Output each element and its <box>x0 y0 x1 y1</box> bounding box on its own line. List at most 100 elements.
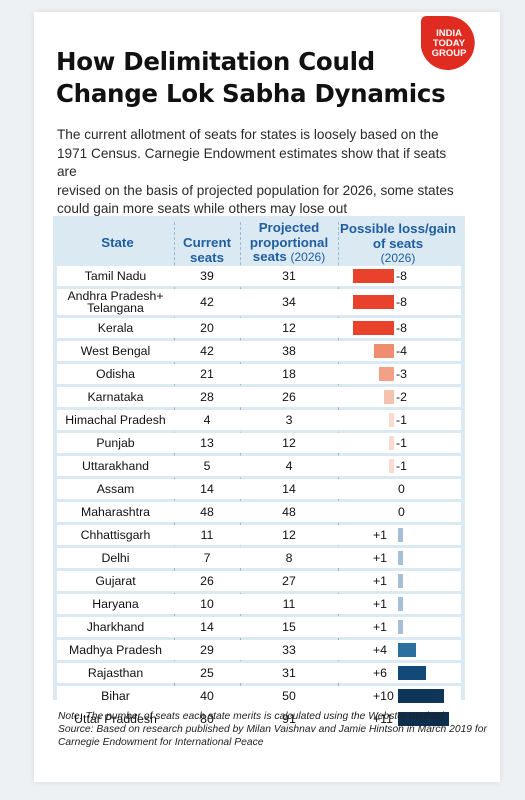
table-row: Maharashtra 48 48 0 <box>57 502 461 522</box>
state-name-line-2: Telangana <box>87 301 144 315</box>
state-name: Jharkhand <box>86 620 145 634</box>
current-seats: 5 <box>203 459 211 473</box>
table-row: Karnataka 28 26 -2 <box>57 387 461 407</box>
projected-seats: 3 <box>285 413 293 427</box>
table-row: Gujarat 26 27 +1 <box>57 571 461 591</box>
state-name: Odisha <box>96 367 135 381</box>
note-line-1: Note: The number of seats each state mer… <box>58 711 444 722</box>
header-current-line-2: seats <box>189 249 224 265</box>
projected-seats: 27 <box>282 574 296 588</box>
projected-seats: 50 <box>282 689 296 703</box>
table-row: Rajasthan 25 31 +6 <box>57 663 461 683</box>
seat-change-label: +1 <box>373 574 388 588</box>
logo-text-2: TODAY <box>433 38 466 49</box>
projected-seats: 11 <box>282 597 296 611</box>
subtitle-line-3: revised on the basis of projected popula… <box>57 182 454 198</box>
loss-bar <box>388 436 394 450</box>
table-row: Madhya Pradesh 29 33 +4 <box>57 640 461 660</box>
state-name: Karnataka <box>87 390 144 404</box>
gain-bar <box>398 551 403 565</box>
current-seats: 39 <box>200 269 214 283</box>
state-name: Uttarakhand <box>82 459 149 473</box>
state-name: Chhattisgarh <box>80 528 151 542</box>
table-row: Jharkhand 14 15 +1 <box>57 617 461 637</box>
header-current: Current seats <box>174 235 240 265</box>
projected-seats: 38 <box>282 344 296 358</box>
table-row: Andhra Pradesh+ Telangana 42 34 -8 <box>57 289 461 315</box>
india-today-group-logo: INDIA TODAY GROUP <box>418 14 476 72</box>
table-row: Tamil Nadu 39 31 -8 <box>57 266 461 286</box>
state-name: Andhra Pradesh+ Telangana <box>57 289 174 316</box>
state-name: Madhya Pradesh <box>69 643 162 657</box>
loss-bar <box>353 295 394 309</box>
table-row: Delhi 7 8 +1 <box>57 548 461 568</box>
header-change: Possible loss/gain of seats (2026) <box>334 221 462 266</box>
seat-change-label: 0 <box>398 505 405 519</box>
loss-bar <box>388 459 394 473</box>
current-seats: 42 <box>200 295 214 309</box>
state-name: Assam <box>96 482 135 496</box>
current-seats: 80 <box>200 712 214 726</box>
projected-seats: 31 <box>282 666 296 680</box>
logo-text-1: INDIA <box>436 28 462 39</box>
gain-bar <box>398 574 403 588</box>
subtitle-line-4: could gain more seats while others may l… <box>57 201 348 216</box>
projected-seats: 34 <box>282 295 296 309</box>
state-name: Maharashtra <box>80 505 151 519</box>
projected-seats: 12 <box>282 321 296 335</box>
table-row: Odisha 21 18 -3 <box>57 364 461 384</box>
title-line-1: How Delimitation Could <box>56 47 375 76</box>
header-projected-line-1: Projected <box>258 220 320 235</box>
projected-seats: 15 <box>282 620 296 634</box>
current-seats: 7 <box>203 551 211 565</box>
subtitle: The current allotment of seats for state… <box>57 126 457 219</box>
seat-change-label: -4 <box>396 344 407 358</box>
current-seats: 4 <box>203 413 211 427</box>
header-change-line-1: Possible loss/gain <box>339 221 457 236</box>
logo-text-3: GROUP <box>432 48 468 59</box>
table-row: Assam 14 14 0 <box>57 479 461 499</box>
current-seats: 42 <box>200 344 214 358</box>
state-name: Bihar <box>101 689 130 703</box>
gain-bar <box>398 689 444 703</box>
current-seats: 48 <box>200 505 214 519</box>
projected-seats: 4 <box>285 459 293 473</box>
table-row: Chhattisgarh 11 12 +1 <box>57 525 461 545</box>
seat-change-label: -3 <box>396 367 407 381</box>
header-change-line-2: of seats <box>372 235 424 251</box>
loss-bar <box>373 344 394 358</box>
current-seats: 21 <box>200 367 214 381</box>
seat-change-label: -8 <box>396 321 407 335</box>
projected-seats: 91 <box>282 712 296 726</box>
table-row: Uttarakhand 5 4 -1 <box>57 456 461 476</box>
current-seats: 25 <box>200 666 214 680</box>
projected-seats: 31 <box>282 269 296 283</box>
current-seats: 14 <box>200 482 214 496</box>
seat-change-label: +11 <box>373 712 393 726</box>
footnote: Note: The number of seats each state mer… <box>58 711 487 749</box>
gain-bar <box>398 597 403 611</box>
loss-bar <box>353 269 394 283</box>
gain-bar <box>398 620 403 634</box>
note-line-2: Source: Based on research published by M… <box>58 723 487 735</box>
current-seats: 11 <box>200 528 214 542</box>
seat-change-label: +10 <box>373 689 394 703</box>
table-row: Kerala 20 12 -8 <box>57 318 461 338</box>
projected-seats: 26 <box>282 390 296 404</box>
table-row: Punjab 13 12 -1 <box>57 433 461 453</box>
loss-bar <box>388 413 394 427</box>
subtitle-line-1: The current allotment of seats for state… <box>57 127 439 142</box>
note-line-3: Carnegie Endowment for International Pea… <box>58 736 264 748</box>
header-projected-line-3: seats <box>252 249 287 264</box>
current-seats: 14 <box>200 620 214 634</box>
projected-seats: 33 <box>282 643 296 657</box>
seat-change-label: +1 <box>373 551 388 565</box>
current-seats: 13 <box>200 436 214 450</box>
state-name: Kerala <box>97 321 134 335</box>
current-seats: 28 <box>200 390 214 404</box>
header-state: State <box>101 235 134 250</box>
current-seats: 40 <box>200 689 214 703</box>
state-name: Rajasthan <box>87 666 144 680</box>
state-name: Gujarat <box>95 574 136 588</box>
seat-change-label: +4 <box>373 643 388 657</box>
